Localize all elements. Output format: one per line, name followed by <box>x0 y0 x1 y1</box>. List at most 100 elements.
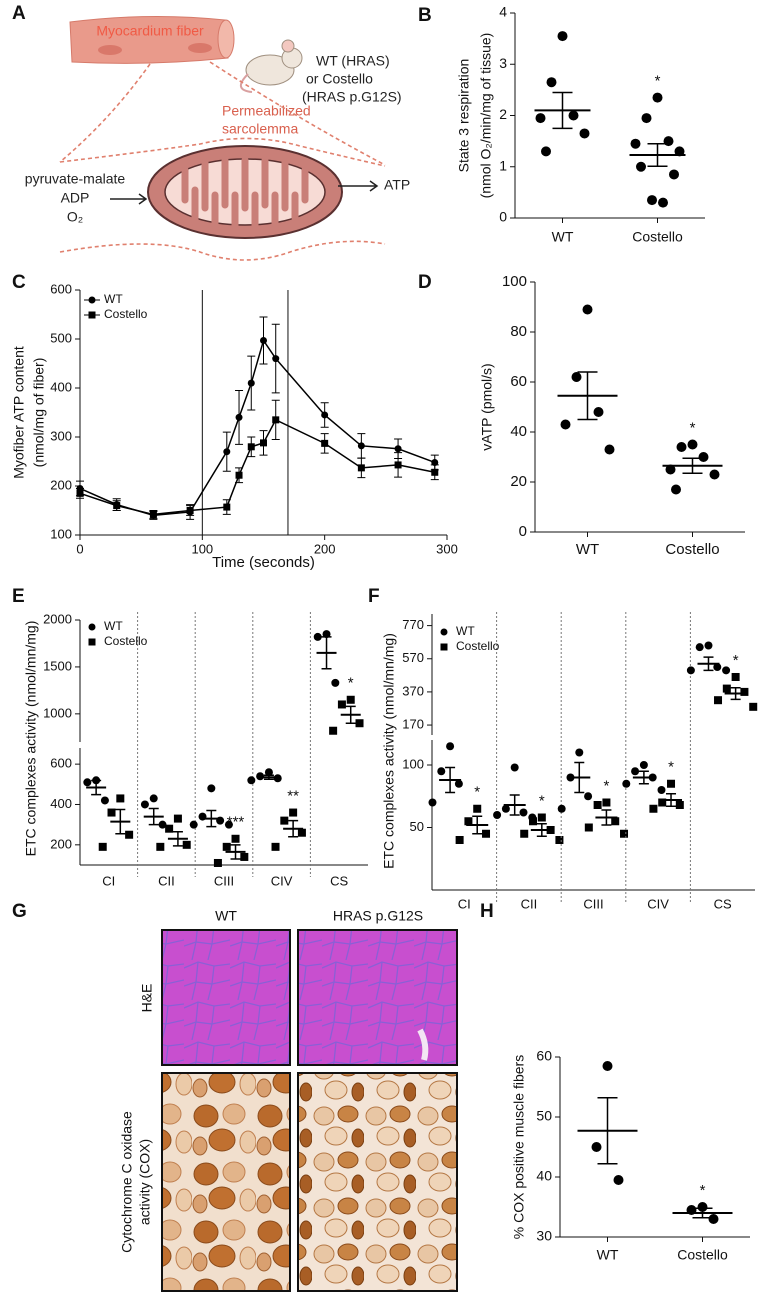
error-bar <box>472 815 483 835</box>
marker <box>704 641 713 650</box>
marker <box>149 794 158 803</box>
y-axis-label: State 3 respiration <box>456 59 472 173</box>
column-label: HRAS p.G12S <box>333 908 423 924</box>
error-bar <box>552 91 573 130</box>
mouse-ear <box>281 39 295 53</box>
error-bar <box>647 142 668 167</box>
marker <box>749 702 758 711</box>
he-image <box>161 929 291 1066</box>
significance: * <box>700 1182 706 1199</box>
y-tick-label: 4 <box>499 4 507 20</box>
significance: * <box>474 784 480 801</box>
y-tick-label: 40 <box>510 423 527 440</box>
mouse-label: WT (HRAS) <box>316 53 390 69</box>
significance: * <box>733 652 739 669</box>
marker <box>313 632 322 641</box>
marker <box>602 798 611 807</box>
marker <box>207 784 216 793</box>
marker <box>639 761 648 769</box>
marker <box>297 828 306 837</box>
legend-label: WT <box>456 624 475 638</box>
panel-label: H <box>480 901 494 922</box>
significance: * <box>603 777 609 794</box>
panel-label: B <box>418 5 432 26</box>
significance: * <box>348 675 354 692</box>
membrane <box>59 137 386 167</box>
marker <box>264 768 273 777</box>
cox-image <box>297 1072 458 1292</box>
legend-label: Costello <box>104 634 148 648</box>
marker <box>156 842 165 851</box>
marker <box>173 814 182 823</box>
marker <box>280 816 289 825</box>
legend-label: Costello <box>104 307 148 321</box>
panel-label: F <box>368 586 380 607</box>
marker <box>722 666 731 675</box>
error-bar <box>666 793 677 807</box>
marker <box>584 792 593 801</box>
y-axis-label: % COX positive muscle fibers <box>511 1055 527 1239</box>
error-bar <box>288 819 299 838</box>
marker <box>674 146 685 157</box>
row-label: Cytochrome C oxidase <box>119 1111 135 1253</box>
marker <box>510 763 519 772</box>
fiber-spot <box>188 43 212 53</box>
marker <box>501 804 510 813</box>
marker <box>256 772 265 781</box>
marker <box>186 507 194 514</box>
y-tick-label: 170 <box>402 716 424 731</box>
marker <box>520 829 529 838</box>
x-tick-label: WT <box>552 229 574 245</box>
panel-label: E <box>12 586 25 607</box>
marker <box>631 767 640 776</box>
y-tick-label: 0 <box>499 209 507 225</box>
significance: *** <box>227 814 245 831</box>
marker <box>454 779 463 788</box>
y-axis-label: Myofiber ATP content <box>11 346 27 479</box>
cox-image <box>161 1072 291 1292</box>
row-label: H&E <box>139 984 155 1013</box>
marker <box>557 804 566 813</box>
marker <box>107 808 116 817</box>
marker <box>113 502 121 510</box>
input-label: O₂ <box>67 209 83 225</box>
x-axis-label: Time (seconds) <box>212 554 315 571</box>
x-tick-label: CII <box>521 896 538 911</box>
error-bar <box>692 1207 713 1219</box>
significance: ** <box>287 788 299 805</box>
marker <box>546 77 557 88</box>
input-label: pyruvate-malate <box>25 171 126 187</box>
marker <box>695 643 704 652</box>
marker <box>675 801 684 809</box>
y-tick-label: 100 <box>402 756 424 771</box>
marker <box>652 92 663 103</box>
marker <box>636 161 646 172</box>
y-tick-label: 200 <box>50 836 72 851</box>
marker <box>223 503 231 511</box>
marker <box>582 304 593 315</box>
error-bar <box>638 770 649 785</box>
marker <box>676 442 687 452</box>
arrow <box>338 180 379 192</box>
error-bar <box>682 457 703 474</box>
y-tick-label: 300 <box>50 428 72 443</box>
marker <box>247 776 256 785</box>
marker <box>473 804 482 813</box>
y-tick-label: 50 <box>410 819 424 834</box>
error-bar <box>730 687 741 701</box>
significance: * <box>539 792 545 809</box>
error-bar <box>230 844 241 860</box>
diagram: Myocardium fiber WT (HRAS) or Costello (… <box>25 15 410 261</box>
input-label: ADP <box>61 190 90 206</box>
marker <box>83 778 92 787</box>
tissue-tear <box>417 1028 429 1061</box>
marker <box>622 779 631 788</box>
x-tick-label: CS <box>714 896 732 911</box>
marker <box>541 146 551 157</box>
marker <box>116 794 125 803</box>
marker <box>428 798 437 807</box>
error-bar <box>321 636 332 670</box>
marker <box>149 510 157 518</box>
marker <box>604 444 615 455</box>
error-bar <box>536 823 547 837</box>
